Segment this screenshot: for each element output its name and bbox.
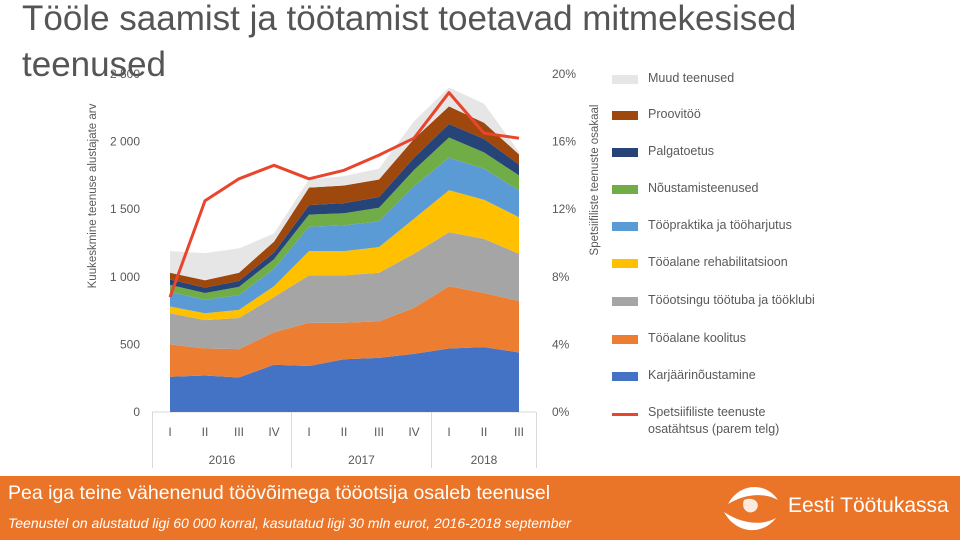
legend-label: Muud teenused (648, 71, 735, 85)
legend-item: Nõustamisteenused (612, 180, 812, 200)
legend-label: Karjäärinõustamine (648, 368, 756, 382)
tootukassa-logo-icon (724, 486, 778, 531)
x-quarter-label: III (514, 425, 524, 439)
legend-label: Tööalane rehabilitatsioon (648, 255, 788, 269)
area-series-6 (170, 137, 519, 300)
y2-tick-label: 8% (552, 270, 570, 284)
legend-label: Tööpraktika ja tööharjutus (648, 218, 792, 232)
line-series-group (168, 91, 520, 298)
area-series-4 (170, 190, 519, 321)
area-series-8 (170, 106, 519, 288)
footer-banner: Pea iga teine vähenenud töövõimega tööot… (0, 476, 960, 540)
x-year-label: 2016 (209, 453, 236, 467)
legend-item: Karjäärinõustamine (612, 367, 812, 387)
right-axis-ticks: 0% 4% 8% 12% 16% 20% (552, 67, 576, 419)
legend-item: Tööalane koolitus (612, 330, 812, 350)
area-series-7 (170, 124, 519, 293)
brand-name: Eesti Töötukassa (788, 494, 949, 517)
x-quarter-label: I (307, 425, 310, 439)
share-line-series (168, 91, 520, 298)
left-axis-ticks: 0 500 1 000 1 500 2 000 2 500 (110, 67, 140, 419)
y-tick-label: 1 000 (110, 270, 140, 284)
area-series-2 (170, 286, 519, 378)
y2-tick-label: 4% (552, 337, 570, 351)
y-tick-label: 2 000 (110, 135, 140, 149)
y2-tick-label: 0% (552, 405, 570, 419)
legend-swatch (612, 148, 638, 157)
x-quarter-label: III (234, 425, 244, 439)
legend-item: Palgatoetus (612, 143, 812, 163)
x-quarter-label: IV (408, 425, 419, 439)
legend-swatch (612, 413, 638, 416)
legend-item: Tööotsingu töötuba ja tööklubi (612, 292, 815, 312)
legend-label: Palgatoetus (648, 144, 715, 158)
area-series-group (170, 87, 519, 412)
legend-swatch (612, 259, 638, 268)
legend-item: Spetsiifiliste teenuste osatähtsus (pare… (612, 404, 812, 436)
legend-label: Tööalane koolitus (648, 331, 746, 345)
x-quarter-label: II (202, 425, 209, 439)
y2-tick-label: 16% (552, 135, 576, 149)
x-quarter-label: I (168, 425, 171, 439)
x-year-label: 2018 (471, 453, 498, 467)
x-quarter-label: III (374, 425, 384, 439)
x-quarter-label: IV (268, 425, 279, 439)
area-series-1 (170, 347, 519, 412)
area-series-9 (170, 87, 519, 281)
y-axis-label: Kuukeskmine teenuse alustajate arv (87, 103, 99, 288)
legend-swatch (612, 111, 638, 120)
y-tick-label: 1 500 (110, 202, 140, 216)
legend-label: Spetsiifiliste teenuste osatähtsus (pare… (648, 405, 780, 436)
area-series-5 (170, 157, 519, 314)
y-tick-label: 2 500 (110, 67, 140, 81)
legend-label: Proovitöö (648, 107, 701, 121)
y2-tick-label: 20% (552, 67, 576, 81)
legend-swatch (612, 372, 638, 381)
legend-swatch (612, 75, 638, 84)
legend-swatch (612, 185, 638, 194)
legend-item: Tööpraktika ja tööharjutus (612, 217, 812, 237)
x-quarter-label: I (447, 425, 450, 439)
legend-item: Proovitöö (612, 106, 812, 126)
slide-title: Tööle saamist ja töötamist toetavad mitm… (22, 0, 797, 84)
y2-tick-label: 12% (552, 202, 576, 216)
footer-headline: Pea iga teine vähenenud töövõimega tööot… (8, 482, 551, 504)
legend-swatch (612, 297, 638, 306)
x-quarter-label: II (481, 425, 488, 439)
footer-subline: Teenustel on alustatud ligi 60 000 korra… (8, 515, 571, 531)
y2-axis-label: Spetsiifiliste teenuste osakaal (589, 105, 601, 256)
legend-swatch (612, 335, 638, 344)
legend-swatch (612, 222, 638, 231)
y-tick-label: 0 (133, 405, 140, 419)
y-tick-label: 500 (120, 337, 140, 351)
x-year-label: 2017 (348, 453, 375, 467)
area-series-3 (170, 232, 519, 350)
legend-item: Tööalane rehabilitatsioon (612, 254, 812, 274)
legend-item: Muud teenused (612, 70, 812, 90)
legend-label: Nõustamisteenused (648, 181, 759, 195)
stacked-area-chart: 0 500 1 000 1 500 2 000 2 500 0% 4% 8% 12% 16% 20%… (87, 67, 601, 468)
legend-label: Tööotsingu töötuba ja tööklubi (648, 293, 815, 307)
x-quarter-label: II (341, 425, 348, 439)
